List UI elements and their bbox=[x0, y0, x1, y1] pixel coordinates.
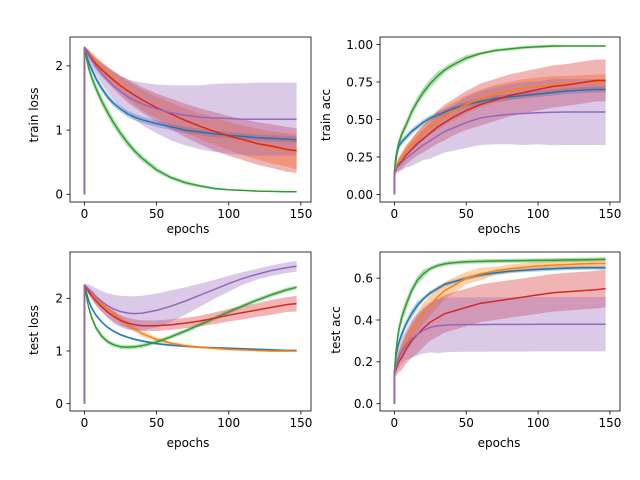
x-tick-label: 0 bbox=[81, 416, 89, 430]
y-tick-label: 0.25 bbox=[346, 150, 373, 164]
band-red bbox=[84, 283, 297, 331]
series-line-orange bbox=[393, 81, 606, 195]
axes-frame bbox=[69, 251, 312, 412]
series-line-green bbox=[393, 45, 606, 195]
series-line-blue bbox=[393, 266, 606, 404]
y-axis-label: train acc bbox=[319, 89, 333, 141]
x-tick-label: 150 bbox=[598, 416, 621, 430]
x-axis-label: epochs bbox=[167, 436, 210, 450]
series-line-red bbox=[393, 79, 606, 195]
band-red bbox=[394, 269, 606, 377]
series-line-purple bbox=[83, 47, 297, 195]
series-line-blue bbox=[83, 47, 297, 195]
x-tick-label: 150 bbox=[289, 416, 312, 430]
series-line-green bbox=[83, 47, 297, 195]
x-tick-label: 100 bbox=[527, 207, 550, 221]
x-tick-label: 50 bbox=[149, 207, 164, 221]
band-purple bbox=[394, 79, 606, 175]
band-purple bbox=[84, 46, 297, 156]
series-line-purple bbox=[393, 111, 606, 195]
band-orange bbox=[84, 46, 297, 170]
subplot-test-acc: 0 50 100 150 0.0 0.2 0.4 0.6 epochs test acc bbox=[329, 251, 621, 450]
x-tick-label: 150 bbox=[598, 207, 621, 221]
plot-area: 0 50 100 150 0 1 2 bbox=[55, 251, 312, 430]
subplot-test-loss: 0 50 100 150 0 1 2 epochs test loss bbox=[27, 251, 312, 450]
axes-frame bbox=[69, 36, 312, 203]
band-green bbox=[84, 46, 297, 193]
x-tick-label: 0 bbox=[391, 207, 399, 221]
plot-area: 0 50 100 150 0.00 0.25 0.50 0.75 1.00 bbox=[346, 36, 621, 221]
y-axis-label: test acc bbox=[329, 306, 343, 353]
band-blue bbox=[394, 86, 606, 175]
y-tick-label: 0 bbox=[55, 188, 63, 202]
band-orange bbox=[394, 74, 606, 175]
x-tick-label: 150 bbox=[289, 207, 312, 221]
y-tick-label: 0.4 bbox=[354, 313, 373, 327]
y-tick-label: 0.2 bbox=[354, 355, 373, 369]
axes-frame bbox=[379, 251, 621, 412]
x-tick-label: 0 bbox=[81, 207, 89, 221]
x-tick-label: 50 bbox=[459, 416, 474, 430]
x-axis-label: epochs bbox=[478, 222, 521, 236]
subplot-train-loss: 0 50 100 150 0 1 2 epochs train loss bbox=[27, 36, 312, 236]
plot-area: 0 50 100 150 0 1 2 bbox=[55, 36, 312, 221]
plot-area: 0 50 100 150 0.0 0.2 0.4 0.6 bbox=[354, 251, 621, 430]
y-axis-label: train loss bbox=[27, 88, 41, 143]
y-tick-label: 0 bbox=[55, 397, 63, 411]
y-tick-label: 0.6 bbox=[354, 271, 373, 285]
band-red bbox=[394, 59, 606, 175]
subplot-train-acc: 0 50 100 150 0.00 0.25 0.50 0.75 1.00 epochs tra… bbox=[319, 36, 621, 236]
x-tick-label: 50 bbox=[459, 207, 474, 221]
series-line-purple bbox=[83, 265, 297, 404]
y-tick-label: 2 bbox=[55, 59, 63, 73]
y-tick-label: 2 bbox=[55, 292, 63, 306]
series-line-blue bbox=[83, 284, 297, 404]
series-line-red bbox=[83, 284, 297, 404]
band-red bbox=[84, 46, 297, 174]
x-tick-label: 100 bbox=[527, 416, 550, 430]
series-line-green bbox=[83, 284, 297, 404]
x-tick-label: 100 bbox=[217, 416, 240, 430]
y-tick-label: 1.00 bbox=[346, 38, 373, 52]
x-tick-label: 0 bbox=[391, 416, 399, 430]
y-axis-label: test loss bbox=[27, 305, 41, 355]
x-axis-label: epochs bbox=[478, 436, 521, 450]
series-line-red bbox=[393, 287, 606, 404]
x-axis-label: epochs bbox=[167, 222, 210, 236]
x-tick-label: 50 bbox=[149, 416, 164, 430]
y-tick-label: 0.00 bbox=[346, 188, 373, 202]
y-tick-label: 0.0 bbox=[354, 397, 373, 411]
y-tick-label: 1 bbox=[55, 344, 63, 358]
y-tick-label: 0.75 bbox=[346, 75, 373, 89]
y-tick-label: 0.50 bbox=[346, 113, 373, 127]
x-tick-label: 100 bbox=[217, 207, 240, 221]
series-line-green bbox=[393, 258, 606, 404]
y-tick-label: 1 bbox=[55, 123, 63, 137]
band-purple bbox=[394, 297, 606, 377]
series-line-purple bbox=[393, 323, 606, 404]
